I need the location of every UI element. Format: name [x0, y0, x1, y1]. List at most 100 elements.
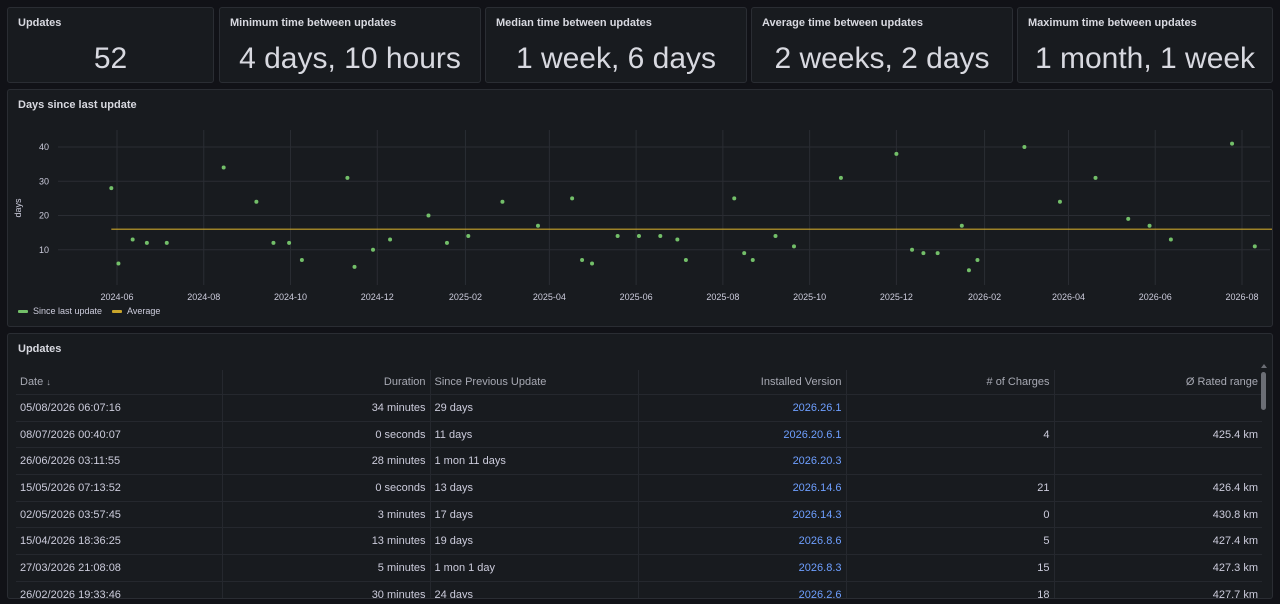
table-row[interactable]: 02/05/2026 03:57:45 3 minutes 17 days 2026.… [16, 500, 1262, 528]
stat-panel-min-time[interactable]: Minimum time between updates 4 days, 10 … [219, 7, 481, 83]
table-row[interactable]: 27/03/2026 21:08:08 5 minutes 1 mon 1 day 2… [16, 554, 1262, 582]
table-row[interactable]: 26/02/2026 19:33:46 30 minutes 24 days 2026… [16, 580, 1262, 598]
cell-version[interactable]: 2026.14.3 [638, 500, 847, 528]
x-tick-label: 2026-08 [1225, 292, 1258, 302]
cell-duration: 0 seconds [222, 474, 431, 502]
column-header-date[interactable]: Date ↓ [16, 370, 223, 395]
data-point [1022, 145, 1027, 149]
table-header-row: Date ↓ Duration Since Previous Update In… [16, 370, 1262, 395]
cell-rated-range: 425.4 km [1054, 420, 1262, 448]
cell-rated-range: 426.4 km [1054, 474, 1262, 502]
data-point [935, 251, 940, 256]
data-point [426, 213, 431, 218]
column-header-version[interactable]: Installed Version [638, 370, 847, 395]
data-point [287, 240, 292, 245]
cell-charges [846, 447, 1055, 475]
data-point [1093, 175, 1098, 180]
stat-panel-median-time[interactable]: Median time between updates 1 week, 6 da… [485, 7, 747, 83]
data-point [221, 165, 226, 170]
table-row[interactable]: 08/07/2026 00:40:07 0 seconds 11 days 2026.… [16, 420, 1262, 448]
data-point [773, 234, 778, 239]
stat-title: Maximum time between updates [1028, 17, 1197, 29]
cell-duration: 28 minutes [222, 447, 431, 475]
cell-version[interactable]: 2026.8.6 [638, 527, 847, 555]
cell-since-previous: 24 days [430, 580, 639, 598]
scatter-chart[interactable]: 10 20 30 40 2024-06 2024-08 2024-10 2024-12 2025… [8, 90, 1272, 326]
legend-item-since-last-update[interactable]: Since last update [18, 306, 102, 316]
cell-since-previous: 1 mon 1 day [430, 554, 639, 582]
cell-since-previous: 17 days [430, 500, 639, 528]
column-header-rated-range[interactable]: Ø Rated range [1185, 376, 1258, 388]
data-point [130, 237, 135, 242]
x-tick-label: 2024-06 [100, 292, 133, 302]
legend-swatch [112, 309, 123, 313]
data-point [791, 244, 796, 249]
stat-panel-updates[interactable]: Updates 52 [7, 7, 214, 83]
cell-charges: 15 [846, 554, 1055, 582]
data-point [910, 247, 915, 252]
data-point [966, 268, 971, 273]
cell-rated-range [1054, 447, 1262, 475]
data-point [658, 234, 663, 239]
table-title: Updates [18, 343, 62, 355]
cell-rated-range: 427.7 km [1054, 580, 1262, 598]
data-point [580, 258, 585, 263]
legend-item-average[interactable]: Average [112, 306, 160, 316]
y-axis-label: days [13, 198, 23, 218]
stat-panel-average-time[interactable]: Average time between updates 2 weeks, 2 … [751, 7, 1013, 83]
cell-date: 26/06/2026 03:11:55 [16, 447, 223, 475]
chart-panel[interactable]: Days since last update 10 20 30 40 2024-06 20… [7, 89, 1273, 327]
stat-value: 1 week, 6 days [515, 42, 717, 75]
data-point [750, 258, 755, 263]
column-header-label: Date [20, 376, 44, 388]
y-tick-label: 40 [39, 142, 49, 152]
cell-version[interactable]: 2026.14.6 [638, 474, 847, 502]
cell-version[interactable]: 2026.20.6.1 [638, 420, 847, 448]
table-row[interactable]: 15/04/2026 18:36:25 13 minutes 19 days 2026… [16, 527, 1262, 555]
cell-version[interactable]: 2026.2.6 [638, 580, 847, 598]
data-point [615, 234, 620, 239]
y-tick-label: 20 [39, 211, 49, 221]
cell-since-previous: 13 days [430, 474, 639, 502]
data-point [352, 264, 357, 269]
cell-version[interactable]: 2026.20.3 [638, 447, 847, 475]
stat-title: Updates [18, 17, 62, 29]
data-point [675, 237, 680, 242]
cell-version[interactable]: 2026.26.1 [638, 394, 847, 422]
table-row[interactable]: 26/06/2026 03:11:55 28 minutes 1 mon 11 da… [16, 447, 1262, 475]
data-point [500, 199, 505, 204]
scroll-up-icon[interactable] [1261, 364, 1267, 368]
chart-title: Days since last update [18, 99, 137, 111]
stat-value: 52 [93, 42, 128, 75]
data-point [345, 175, 350, 180]
cell-version[interactable]: 2026.8.3 [638, 554, 847, 582]
cell-date: 15/04/2026 18:36:25 [16, 527, 223, 555]
column-header-charges[interactable]: # of Charges [846, 370, 1055, 395]
data-point [590, 261, 595, 266]
x-tick-label: 2025-06 [620, 292, 653, 302]
table-scrollbar[interactable] [1261, 372, 1266, 410]
updates-table-panel[interactable]: Updates Date ↓ Duration Since Previous U… [7, 333, 1273, 599]
cell-charges: 21 [846, 474, 1055, 502]
data-point [1168, 237, 1173, 242]
x-tick-label: 2026-04 [1052, 292, 1085, 302]
data-point [975, 258, 980, 263]
x-tick-label: 2024-10 [274, 292, 307, 302]
table-row[interactable]: 15/05/2026 07:13:52 0 seconds 13 days 2026.… [16, 474, 1262, 502]
cell-date: 26/02/2026 19:33:46 [16, 580, 223, 598]
data-point [1126, 216, 1131, 221]
data-point [742, 251, 747, 256]
cell-charges: 18 [846, 580, 1055, 598]
table-row[interactable]: 05/08/2026 06:07:16 34 minutes 29 days 2026… [16, 394, 1262, 422]
cell-charges: 0 [846, 500, 1055, 528]
cell-duration: 5 minutes [222, 554, 431, 582]
x-tick-label: 2024-08 [187, 292, 220, 302]
column-header-since-previous[interactable]: Since Previous Update [430, 370, 639, 395]
cell-rated-range: 427.3 km [1054, 554, 1262, 582]
x-tick-label: 2026-06 [1139, 292, 1172, 302]
data-point [299, 258, 304, 263]
data-point [271, 240, 276, 245]
stat-panel-max-time[interactable]: Maximum time between updates 1 month, 1 … [1017, 7, 1273, 83]
column-header-duration[interactable]: Duration [222, 370, 431, 395]
data-point [254, 199, 259, 204]
